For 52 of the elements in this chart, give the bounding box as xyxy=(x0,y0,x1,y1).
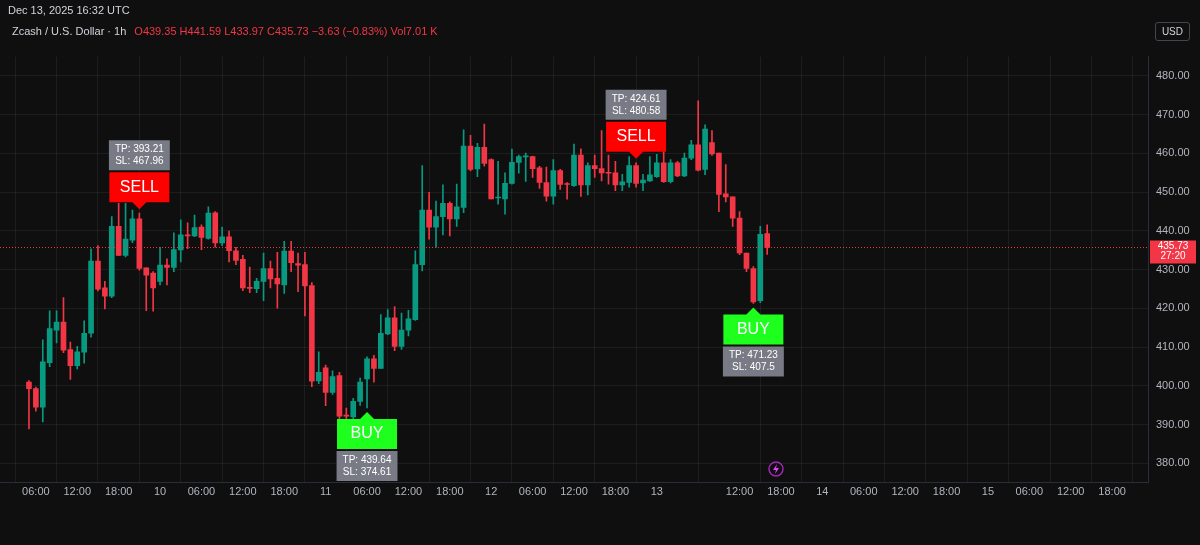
x-tick-label: 06:00 xyxy=(849,485,878,498)
annotation: BUY xyxy=(350,424,384,442)
candlestick xyxy=(164,258,170,286)
y-tick-label: 430.00 xyxy=(1156,262,1190,275)
x-tick-label: 12:00 xyxy=(394,485,423,498)
x-tick-label: 12:00 xyxy=(229,485,257,498)
y-tick-label: 380.00 xyxy=(1156,456,1190,469)
x-tick-label: 12:00 xyxy=(1056,485,1085,498)
x-tick-label: 18:00 xyxy=(767,485,795,498)
x-tick-label: 18:00 xyxy=(104,485,133,498)
y-tick-label: 400.00 xyxy=(1156,378,1190,391)
annotation: TP: 439.64 SL: 374.61 xyxy=(342,453,392,477)
x-tick-label: 12:00 xyxy=(63,485,92,498)
x-tick-label: 12:00 xyxy=(560,485,588,498)
x-tick-label: 06:00 xyxy=(353,485,381,498)
x-tick-label: 15 xyxy=(981,485,995,498)
y-tick-label: 460.00 xyxy=(1156,146,1190,159)
x-tick-label: 10 xyxy=(153,485,167,498)
text: 27:20 xyxy=(1160,250,1186,262)
x-tick-label: 12 xyxy=(485,485,498,498)
x-tick-label: 06:00 xyxy=(1015,485,1044,498)
annotation: SELL xyxy=(119,177,160,195)
x-tick-label: 12:00 xyxy=(725,485,754,498)
annotation: TP: 424.61 SL: 480.58 xyxy=(611,92,661,116)
x-tick-label: 18:00 xyxy=(932,485,961,498)
y-tick-label: 450.00 xyxy=(1156,185,1190,198)
x-tick-label: 06:00 xyxy=(22,485,50,498)
ref-line-label: 435.73 xyxy=(1157,240,1189,252)
annotation: TP: 471.23 SL: 407.5 xyxy=(728,349,779,373)
x-tick-label: 18:00 xyxy=(601,485,630,498)
y-tick-label: 420.00 xyxy=(1156,301,1190,314)
chart-subtitle: Zcash / U.S. Dollar · 1h xyxy=(12,25,127,37)
y-tick-label: 440.00 xyxy=(1156,223,1190,236)
x-tick-label: 18:00 xyxy=(270,485,299,498)
x-tick-label: 06:00 xyxy=(187,485,216,498)
x-tick-label: 14 xyxy=(816,485,829,498)
y-tick-label: 390.00 xyxy=(1156,417,1190,430)
x-tick-label: 18:00 xyxy=(1098,485,1126,498)
x-tick-label: 12:00 xyxy=(891,485,919,498)
annotation: SELL xyxy=(616,127,656,145)
x-tick-label: 06:00 xyxy=(518,485,547,498)
x-tick-label: 18:00 xyxy=(436,485,464,498)
x-tick-label: 11 xyxy=(319,485,332,498)
text: USD xyxy=(1154,22,1190,41)
annotation: TP: 393.21 SL: 467.96 xyxy=(114,142,165,166)
y-tick-label: 470.00 xyxy=(1156,107,1190,120)
y-tick-label: 410.00 xyxy=(1156,340,1190,353)
annotation: BUY xyxy=(736,319,771,337)
text: O439.35 H441.59 L433.97 C435.73 −3.63 (−0.83%) Vol7.01 K xyxy=(134,25,438,37)
y-tick-label: 480.00 xyxy=(1156,69,1190,81)
x-tick-label: 13 xyxy=(650,485,663,498)
chart-title: Dec 13, 2025 16:32 UTC xyxy=(8,4,130,16)
